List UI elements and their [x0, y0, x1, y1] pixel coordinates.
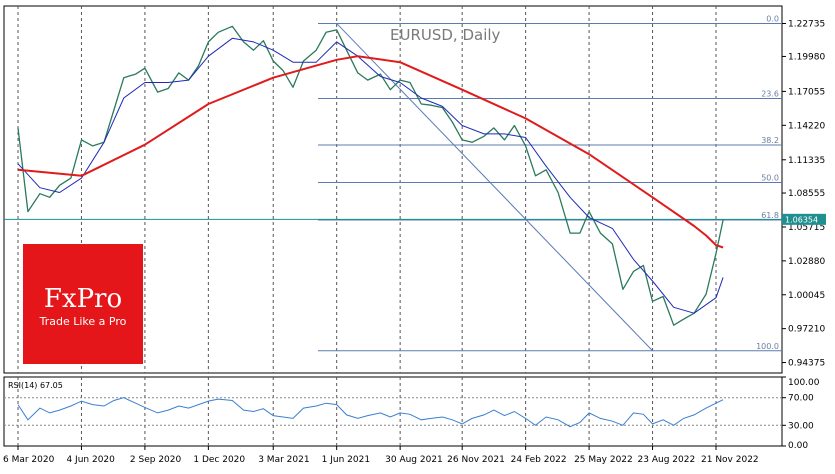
- x-tick-label: 3 Mar 2021: [258, 455, 309, 465]
- rsi-y-tick-label: 70.00: [788, 394, 814, 404]
- x-tick-label: 1 Jun 2021: [322, 455, 370, 465]
- trend-channel[interactable]: [336, 23, 653, 352]
- y-tick-label: 1.08555: [788, 189, 825, 199]
- series-layer: [17, 25, 724, 326]
- current-price-tag: 1.06354: [782, 213, 826, 225]
- current-price-box: [782, 213, 826, 225]
- y-tick-label: 0.97210: [788, 325, 825, 335]
- axis-layer: 6 Mar 2020 4 Jun 2020 2 Sep 2020 1 Dec 2020…: [3, 20, 825, 465]
- main-plot-frame: [3, 5, 783, 374]
- rsi-line: [17, 397, 724, 428]
- y-tick-label: 1.14220: [788, 121, 825, 131]
- fib-level-label: 61.8: [761, 211, 779, 220]
- fibonacci-retracement[interactable]: 0.0 23.6 38.2 50.0 61.8 100.0: [4, 14, 782, 352]
- fib-level-label: 100.0: [756, 342, 779, 351]
- x-tick-label: 25 May 2022: [574, 455, 633, 465]
- brand-logo-box: [23, 244, 143, 364]
- y-tick-label: 1.02880: [788, 257, 825, 267]
- y-tick-label: 1.17055: [788, 87, 825, 97]
- brand-tagline: Trade Like a Pro: [39, 315, 127, 328]
- grid-layer: [4, 6, 782, 446]
- fib-level-label: 0.0: [766, 14, 779, 23]
- brand-logo: FxPro Trade Like a Pro: [23, 244, 143, 364]
- current-price-label: 1.06354: [785, 215, 818, 224]
- trend-channel-line: [336, 23, 653, 352]
- series-line-eurusd-close: [17, 25, 724, 326]
- x-tick-label: 30 Aug 2021: [385, 455, 443, 465]
- rsi-y-tick-label: 0.00: [788, 441, 808, 451]
- x-tick-label: 24 Feb 2022: [511, 455, 567, 465]
- x-tick-label: 4 Jun 2020: [66, 455, 115, 465]
- y-tick-label: 1.19980: [788, 52, 825, 62]
- y-tick-label: 1.05715: [788, 223, 825, 233]
- y-tick-label: 1.22735: [788, 20, 825, 30]
- y-tick-label: 0.94375: [788, 359, 825, 369]
- rsi-y-tick-label: 30.00: [788, 421, 814, 431]
- brand-name: FxPro: [44, 284, 122, 314]
- fib-level-label: 23.6: [761, 90, 779, 99]
- rsi-panel-frame: [3, 376, 783, 447]
- fib-level-label: 38.2: [761, 136, 779, 145]
- x-tick-label: 26 Nov 2021: [447, 455, 505, 465]
- x-tick-label: 2 Sep 2020: [130, 455, 182, 465]
- fib-level-label: 50.0: [761, 173, 779, 182]
- y-tick-label: 1.00045: [788, 291, 825, 301]
- rsi-label: RSI(14) 67.05: [8, 381, 63, 390]
- x-tick-label: 21 Nov 2022: [701, 455, 759, 465]
- rsi-y-tick-label: 100.00: [788, 378, 820, 388]
- x-tick-label: 23 Aug 2022: [638, 455, 696, 465]
- x-tick-label: 6 Mar 2020: [3, 455, 55, 465]
- x-tick-label: 1 Dec 2020: [193, 455, 245, 465]
- chart-title: EURUSD, Daily: [390, 26, 501, 44]
- series-line-ma-slow: [17, 55, 724, 249]
- y-tick-label: 1.11335: [788, 156, 825, 166]
- series-line-ma-fast: [17, 37, 724, 314]
- rsi-layer: [17, 397, 724, 428]
